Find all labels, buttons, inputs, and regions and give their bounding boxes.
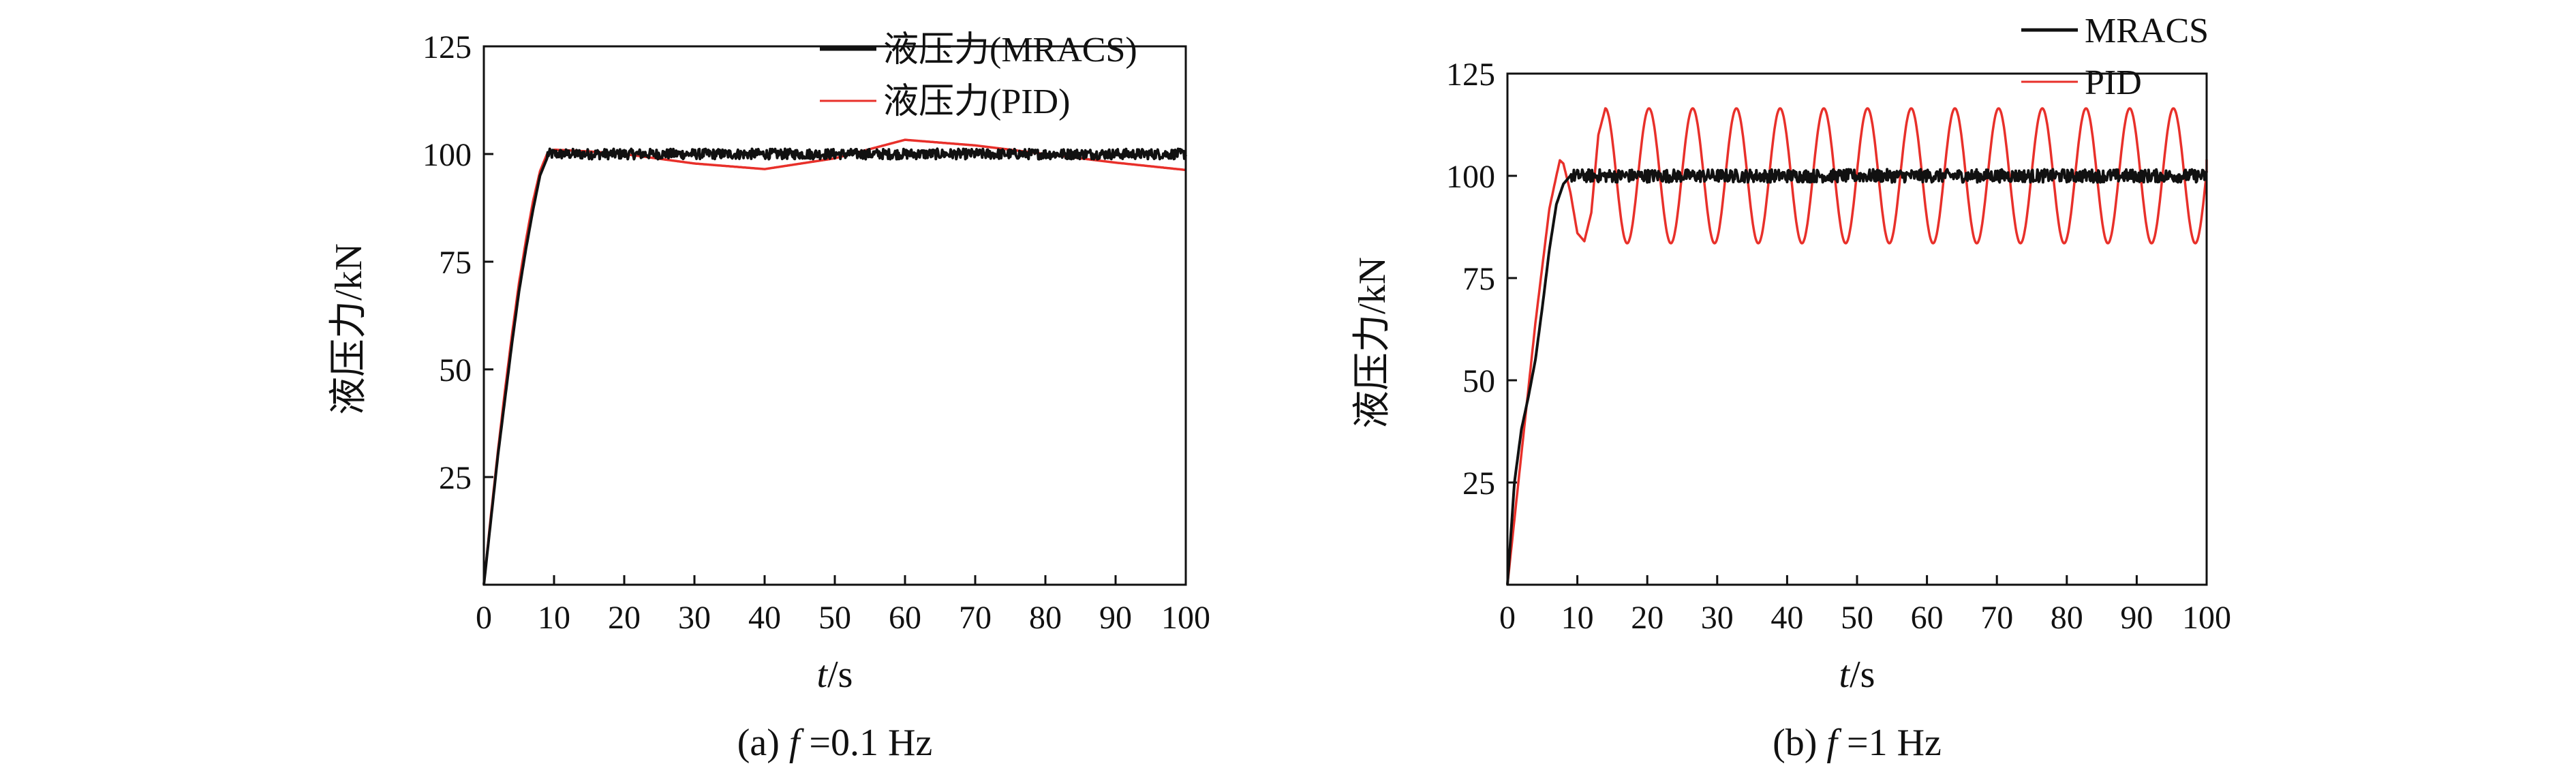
x-tick-label: 100	[2182, 600, 2231, 636]
y-tick-label: 125	[423, 29, 472, 65]
axes-frame-a	[482, 45, 1187, 586]
x-ticks-a: 0 10 20 30 40 50 60 70 80 90 100	[476, 575, 1210, 636]
legend-label-pid-a: 液压力(PID)	[883, 82, 1070, 121]
plot-lines-b	[1506, 107, 2208, 585]
series-line-pid	[1506, 107, 2208, 585]
x-tick-label: 40	[1770, 600, 1803, 636]
series-line-mracs	[1506, 168, 2208, 585]
legend-a: 液压力(MRACS) 液压力(PID)	[820, 31, 1137, 121]
x-tick-label: 20	[608, 600, 641, 636]
caption-rest-a: =0.1 Hz	[799, 722, 932, 764]
x-tick-label: 10	[538, 600, 570, 636]
series-line-pid	[482, 138, 1186, 585]
x-tick-label: 30	[1701, 600, 1734, 636]
x-tick-label: 50	[818, 600, 851, 636]
x-axis-label-unit-b: /s	[1850, 654, 1875, 696]
y-tick-label: 125	[1446, 57, 1495, 93]
caption-prefix-a: (a)	[737, 722, 789, 764]
y-tick-label: 75	[1462, 261, 1495, 297]
y-tick-label: 25	[1462, 465, 1495, 502]
x-axis-label-var-a: t	[817, 654, 829, 696]
y-tick-label: 100	[423, 137, 472, 173]
y-tick-label: 75	[439, 245, 472, 281]
x-tick-label: 60	[889, 600, 921, 636]
x-axis-label-var-b: t	[1839, 654, 1851, 696]
x-tick-label: 60	[1911, 600, 1944, 636]
legend-label-mracs-b: MRACS	[2085, 12, 2209, 50]
x-tick-label: 50	[1841, 600, 1873, 636]
y-ticks-a: 25 50 75 100 125	[423, 29, 493, 496]
x-tick-label: 10	[1561, 600, 1594, 636]
legend-label-mracs-a: 液压力(MRACS)	[883, 31, 1137, 70]
x-tick-label: 100	[1161, 600, 1210, 636]
series-line-mracs	[482, 147, 1187, 585]
y-axis-label-b: 液压力/kN	[1351, 257, 1394, 429]
y-tick-label: 100	[1446, 159, 1495, 195]
legend-b: MRACS PID	[2021, 12, 2209, 102]
x-tick-label: 30	[678, 600, 711, 636]
plot-lines-a	[482, 138, 1187, 585]
y-ticks-b: 25 50 75 100 125	[1446, 57, 1517, 502]
legend-label-pid-b: PID	[2085, 63, 2142, 102]
axes-frame-b	[1506, 72, 2208, 586]
caption-rest-b: =1 Hz	[1837, 722, 1942, 764]
x-tick-label: 40	[748, 600, 781, 636]
x-tick-label: 0	[1499, 600, 1516, 636]
x-tick-label: 70	[1980, 600, 2013, 636]
x-tick-label: 80	[2051, 600, 2083, 636]
x-tick-label: 20	[1631, 600, 1663, 636]
x-tick-label: 90	[1099, 600, 1132, 636]
caption-b: (b) f =1 Hz	[1773, 722, 1942, 764]
x-axis-label-a: t/s	[817, 654, 853, 696]
x-ticks-b: 0 10 20 30 40 50 60 70 80 90 100	[1499, 575, 2231, 636]
y-tick-label: 25	[439, 460, 472, 496]
x-tick-label: 0	[476, 600, 492, 636]
x-tick-label: 70	[959, 600, 992, 636]
caption-a: (a) f =0.1 Hz	[737, 722, 933, 764]
x-tick-label: 90	[2120, 600, 2153, 636]
x-axis-label-unit-a: /s	[827, 654, 853, 696]
y-tick-label: 50	[439, 352, 472, 388]
x-tick-label: 80	[1029, 600, 1062, 636]
x-axis-label-b: t/s	[1839, 654, 1875, 696]
y-tick-label: 50	[1462, 363, 1495, 399]
caption-prefix-b: (b)	[1773, 722, 1826, 764]
y-axis-label-a: 液压力/kN	[328, 243, 370, 415]
